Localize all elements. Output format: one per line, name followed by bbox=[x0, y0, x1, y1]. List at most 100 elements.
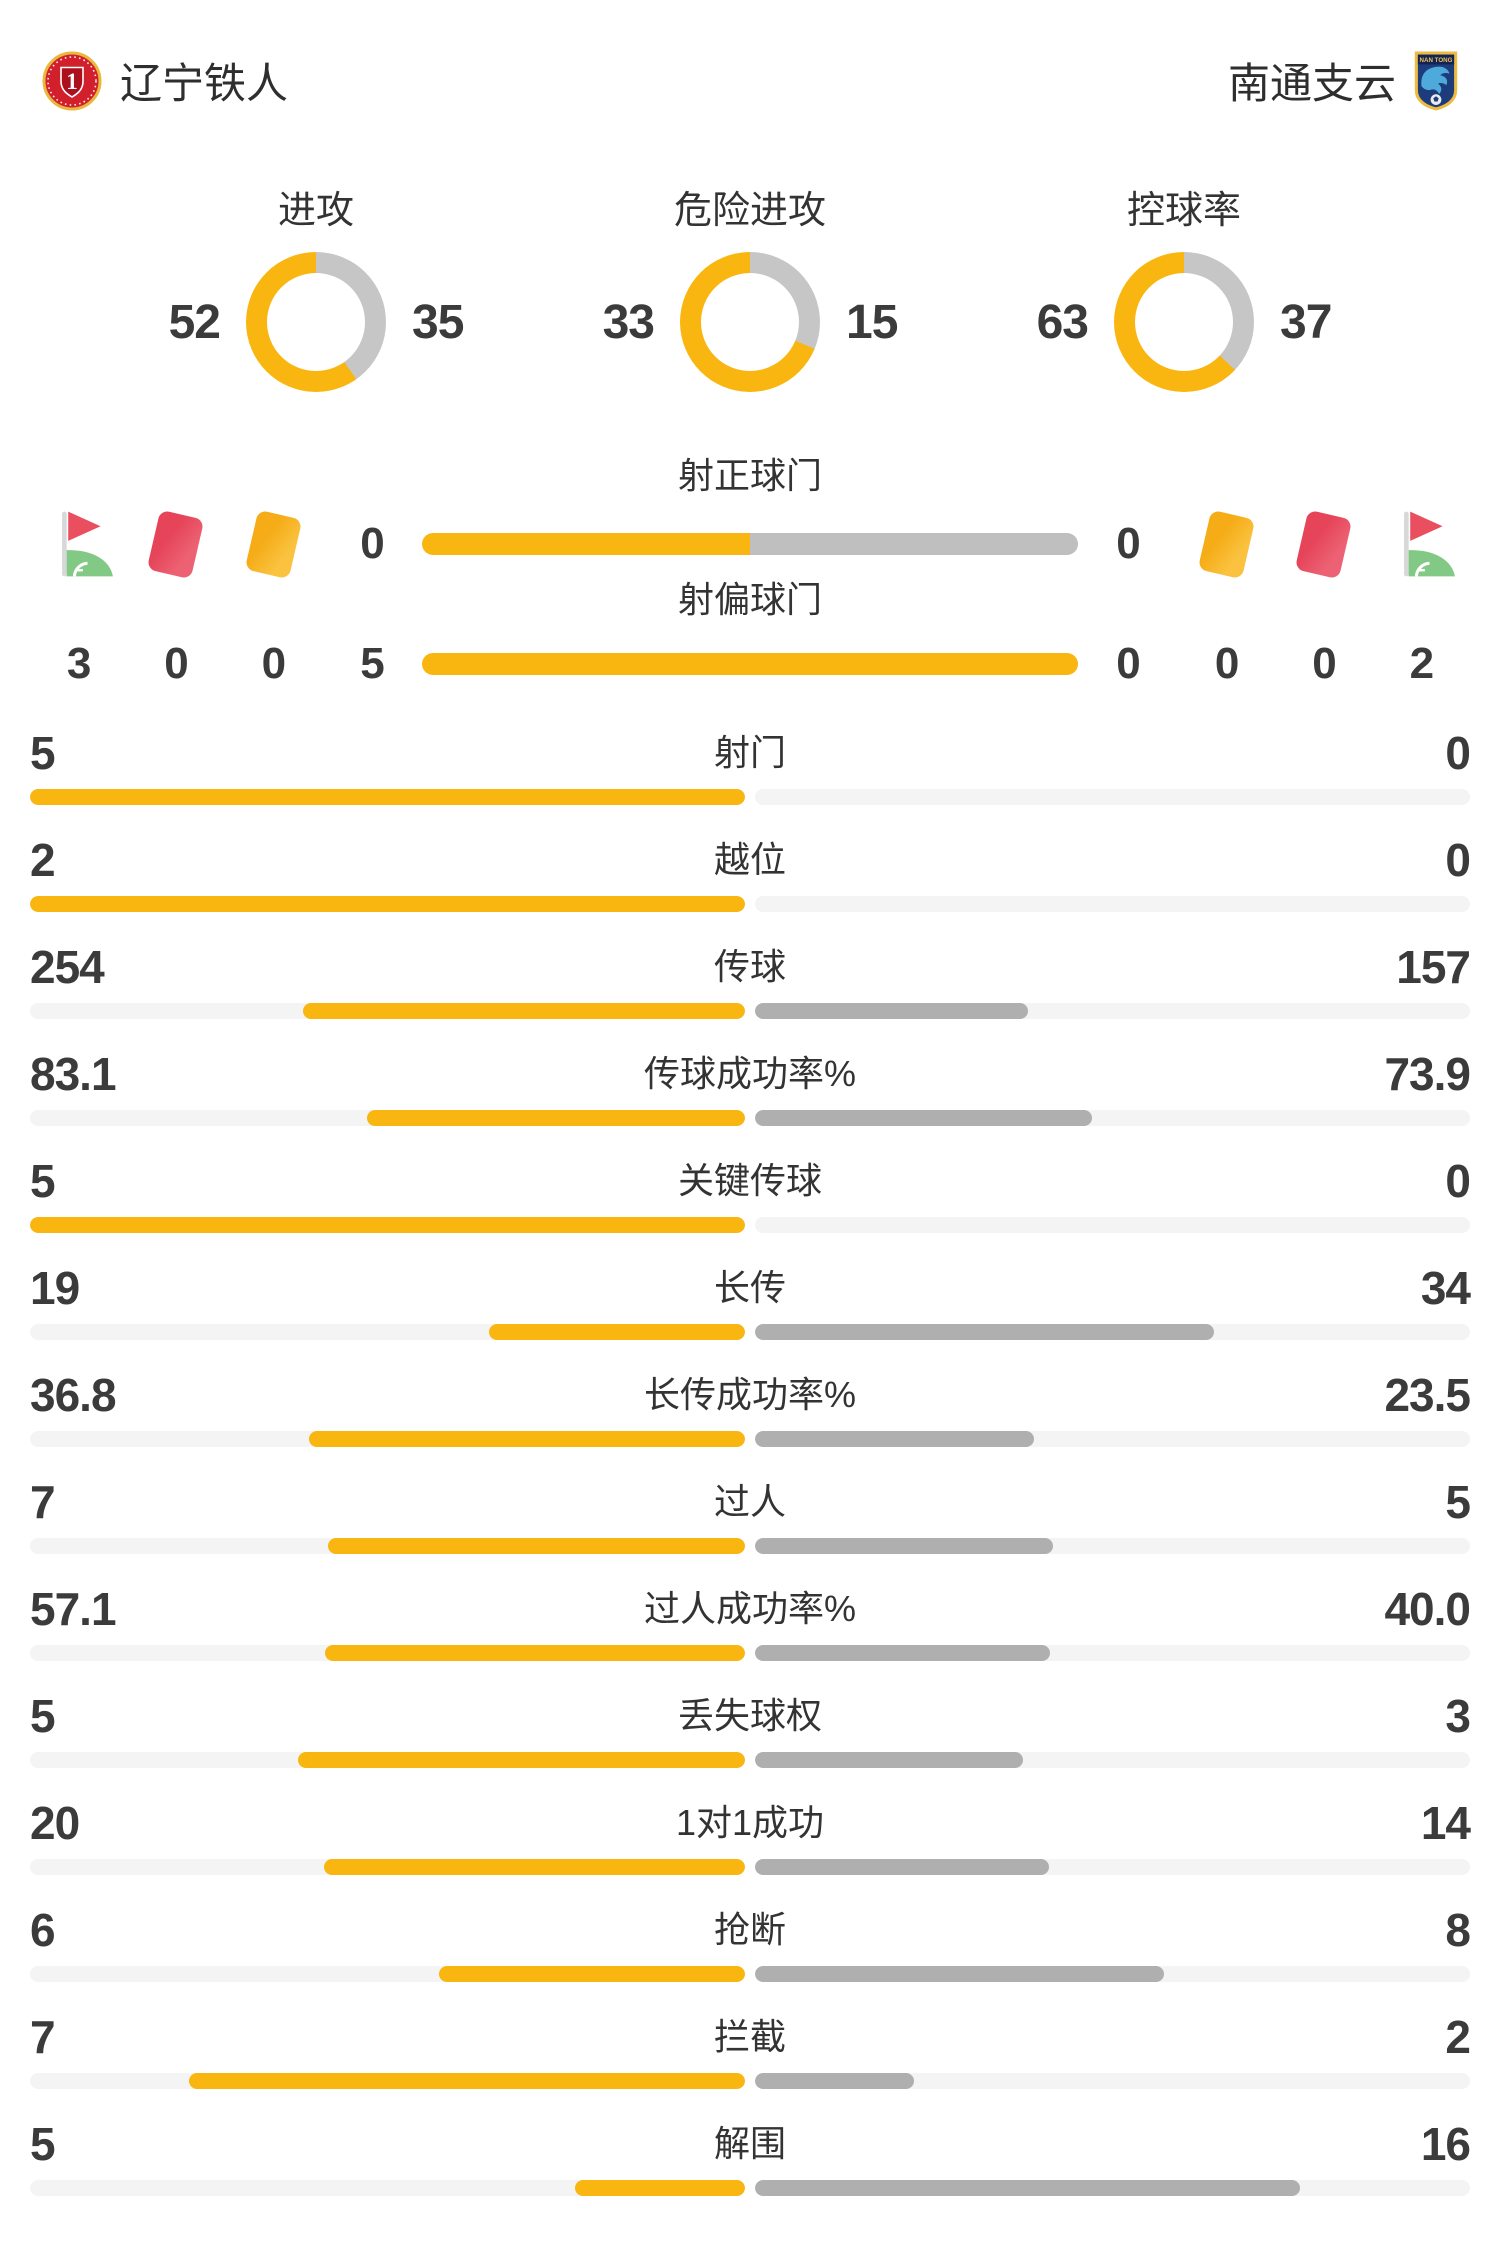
away-stat-bar bbox=[755, 896, 1470, 912]
stat-label: 丢失球权 bbox=[677, 1695, 822, 1736]
home-team-logo-icon: 1 bbox=[42, 51, 102, 110]
stat-away-value: 5 bbox=[1445, 1476, 1471, 1528]
stat-away-value: 2 bbox=[1445, 2011, 1471, 2063]
stat-home-value: 5 bbox=[30, 1155, 56, 1207]
home-stat-bar bbox=[30, 2180, 745, 2196]
stat-label: 过人成功率% bbox=[643, 1588, 856, 1629]
shots-on-target-title: 射正球门 bbox=[677, 455, 822, 496]
stat-home-value: 5 bbox=[30, 2118, 56, 2170]
home-stat-bar bbox=[30, 2073, 745, 2089]
away-stat-bar bbox=[755, 1217, 1470, 1233]
stat-row: 5 关键传球 0 bbox=[30, 1155, 1471, 1233]
stat-row: 5 射门 0 bbox=[30, 727, 1471, 805]
stat-away-value: 34 bbox=[1420, 1262, 1471, 1314]
stat-row: 20 1对1成功 14 bbox=[30, 1797, 1471, 1875]
home-stat-bar bbox=[30, 896, 745, 912]
away-stat-bar bbox=[755, 2073, 1470, 2089]
away-stat-bar bbox=[755, 1752, 1470, 1768]
home-stat-bar bbox=[30, 1645, 745, 1661]
home-stat-bar bbox=[30, 789, 745, 805]
stat-label: 过人 bbox=[713, 1481, 786, 1522]
stat-home-value: 7 bbox=[30, 1476, 56, 1528]
attacks-home-value: 52 bbox=[168, 295, 221, 349]
stat-label: 越位 bbox=[713, 839, 786, 880]
away-yellow-cards-count: 0 bbox=[1214, 639, 1240, 688]
home-stat-bar bbox=[30, 1324, 745, 1340]
home-yellow-cards-count: 0 bbox=[261, 639, 287, 688]
away-stat-bar bbox=[755, 2180, 1470, 2196]
away-stat-bar bbox=[755, 1431, 1470, 1447]
corner-flag-icon bbox=[1404, 511, 1456, 577]
home-stat-bar bbox=[30, 1538, 745, 1554]
stats-list: 5 射门 0 2 越位 0 254 传球 157 bbox=[0, 729, 1500, 2196]
possession-title: 控球率 bbox=[1126, 190, 1241, 232]
home-stat-bar bbox=[30, 1752, 745, 1768]
stat-away-value: 0 bbox=[1445, 834, 1471, 886]
home-team-name: 辽宁铁人 bbox=[120, 60, 289, 107]
away-stat-bar bbox=[755, 1003, 1470, 1019]
stat-label: 射门 bbox=[713, 732, 786, 773]
away-discipline-icons bbox=[1178, 507, 1470, 581]
away-team-header[interactable]: 南通支云 NAN TONG bbox=[1228, 50, 1458, 111]
stat-label: 抢断 bbox=[713, 1909, 786, 1950]
stat-away-value: 3 bbox=[1445, 1690, 1471, 1742]
shots-off-target-row: 3 0 0 5 0 0 0 2 bbox=[0, 637, 1500, 691]
home-stat-bar bbox=[30, 1217, 745, 1233]
dangerous-attacks-donut-chart bbox=[680, 252, 820, 392]
home-stat-bar bbox=[30, 1966, 745, 1982]
away-stat-bar bbox=[755, 789, 1470, 805]
attacks-donut-chart bbox=[246, 252, 386, 392]
stat-row: 83.1 传球成功率% 73.9 bbox=[30, 1048, 1471, 1126]
stat-away-value: 0 bbox=[1445, 1155, 1471, 1207]
stat-home-value: 6 bbox=[30, 1904, 56, 1956]
stat-away-value: 8 bbox=[1445, 1904, 1471, 1956]
overview-donut-section: 进攻 52 35 危险进攻 33 15 控球率 63 37 bbox=[0, 187, 1500, 397]
possession-away-value: 37 bbox=[1280, 295, 1332, 349]
stat-away-value: 14 bbox=[1420, 1797, 1471, 1849]
home-discipline-counts: 3 0 0 bbox=[30, 639, 322, 689]
stat-home-value: 20 bbox=[30, 1797, 80, 1849]
yellow-card-icon bbox=[244, 509, 303, 579]
yellow-card-icon bbox=[1197, 509, 1256, 579]
stat-row: 57.1 过人成功率% 40.0 bbox=[30, 1585, 1471, 1661]
away-stat-bar bbox=[755, 1645, 1470, 1661]
stat-row: 19 长传 34 bbox=[30, 1262, 1471, 1340]
stat-label: 传球成功率% bbox=[643, 1053, 856, 1094]
stat-home-value: 5 bbox=[30, 1690, 56, 1742]
stat-away-value: 23.5 bbox=[1384, 1369, 1471, 1421]
home-stat-bar bbox=[30, 1859, 745, 1875]
stat-row: 6 抢断 8 bbox=[30, 1904, 1471, 1982]
stat-home-value: 254 bbox=[30, 941, 105, 993]
stat-row: 254 传球 157 bbox=[30, 941, 1471, 1019]
dangerous-attacks-title: 危险进攻 bbox=[673, 190, 826, 232]
away-discipline-counts: 0 0 2 bbox=[1178, 639, 1470, 689]
away-stat-bar bbox=[755, 1110, 1470, 1126]
stat-row: 7 过人 5 bbox=[30, 1476, 1471, 1554]
stat-home-value: 2 bbox=[30, 834, 56, 886]
match-header: 1 辽宁铁人 南通支云 NAN TONG bbox=[0, 0, 1500, 111]
stat-home-value: 5 bbox=[30, 727, 56, 779]
stat-label: 长传 bbox=[713, 1267, 786, 1308]
attacks-column: 进攻 52 35 bbox=[99, 187, 533, 397]
dangerous-attacks-away-value: 15 bbox=[846, 295, 898, 349]
away-stat-bar bbox=[755, 1859, 1470, 1875]
stat-label: 1对1成功 bbox=[675, 1802, 825, 1843]
possession-home-value: 63 bbox=[1036, 295, 1089, 349]
stat-row: 7 拦截 2 bbox=[30, 2011, 1471, 2089]
red-card-icon bbox=[1295, 509, 1353, 579]
stat-label: 长传成功率% bbox=[643, 1374, 856, 1415]
shots-on-target-away-value: 0 bbox=[1116, 519, 1140, 568]
away-stat-bar bbox=[755, 1324, 1470, 1340]
dangerous-attacks-column: 危险进攻 33 15 bbox=[533, 187, 967, 397]
stat-home-value: 83.1 bbox=[30, 1048, 117, 1100]
stat-label: 拦截 bbox=[713, 2016, 786, 2057]
away-stat-bar bbox=[755, 1538, 1470, 1554]
stat-label: 解围 bbox=[713, 2123, 786, 2164]
stat-home-value: 7 bbox=[30, 2011, 56, 2063]
home-team-header[interactable]: 1 辽宁铁人 bbox=[42, 50, 288, 111]
shots-section: 射正球门 0 0 射偏 bbox=[0, 453, 1500, 691]
possession-column: 控球率 63 37 bbox=[967, 187, 1401, 397]
shots-off-target-bar bbox=[422, 653, 1078, 675]
away-stat-bar bbox=[755, 1966, 1470, 1982]
